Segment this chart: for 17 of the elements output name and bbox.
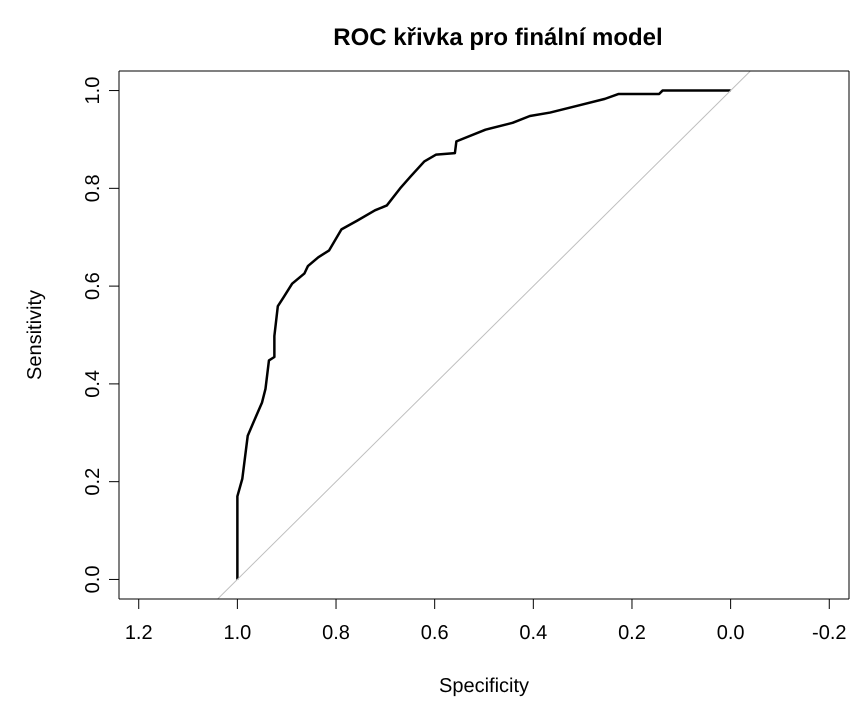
y-tick-label: 0.0 bbox=[82, 566, 104, 594]
x-tick-label: -0.2 bbox=[812, 622, 847, 644]
y-tick-label: 0.6 bbox=[82, 272, 104, 300]
y-axis-title: Sensitivity bbox=[24, 290, 46, 380]
y-tick-label: 1.0 bbox=[82, 76, 104, 104]
x-tick-label: 1.2 bbox=[124, 622, 153, 644]
y-tick-label: 0.4 bbox=[82, 370, 104, 398]
y-tick-label: 0.8 bbox=[82, 174, 104, 202]
x-tick-label: 1.0 bbox=[223, 622, 252, 644]
x-axis-title: Specificity bbox=[438, 675, 530, 697]
x-tick-label: 0.0 bbox=[716, 622, 745, 644]
chart-title: ROC křivka pro finální model bbox=[332, 24, 664, 52]
x-tick-label: 0.2 bbox=[618, 622, 646, 644]
x-tick-label: 0.8 bbox=[322, 622, 350, 644]
x-tick-label: 0.4 bbox=[519, 622, 548, 644]
x-tick-label: 0.6 bbox=[420, 622, 449, 644]
y-tick-label: 0.2 bbox=[82, 468, 104, 496]
